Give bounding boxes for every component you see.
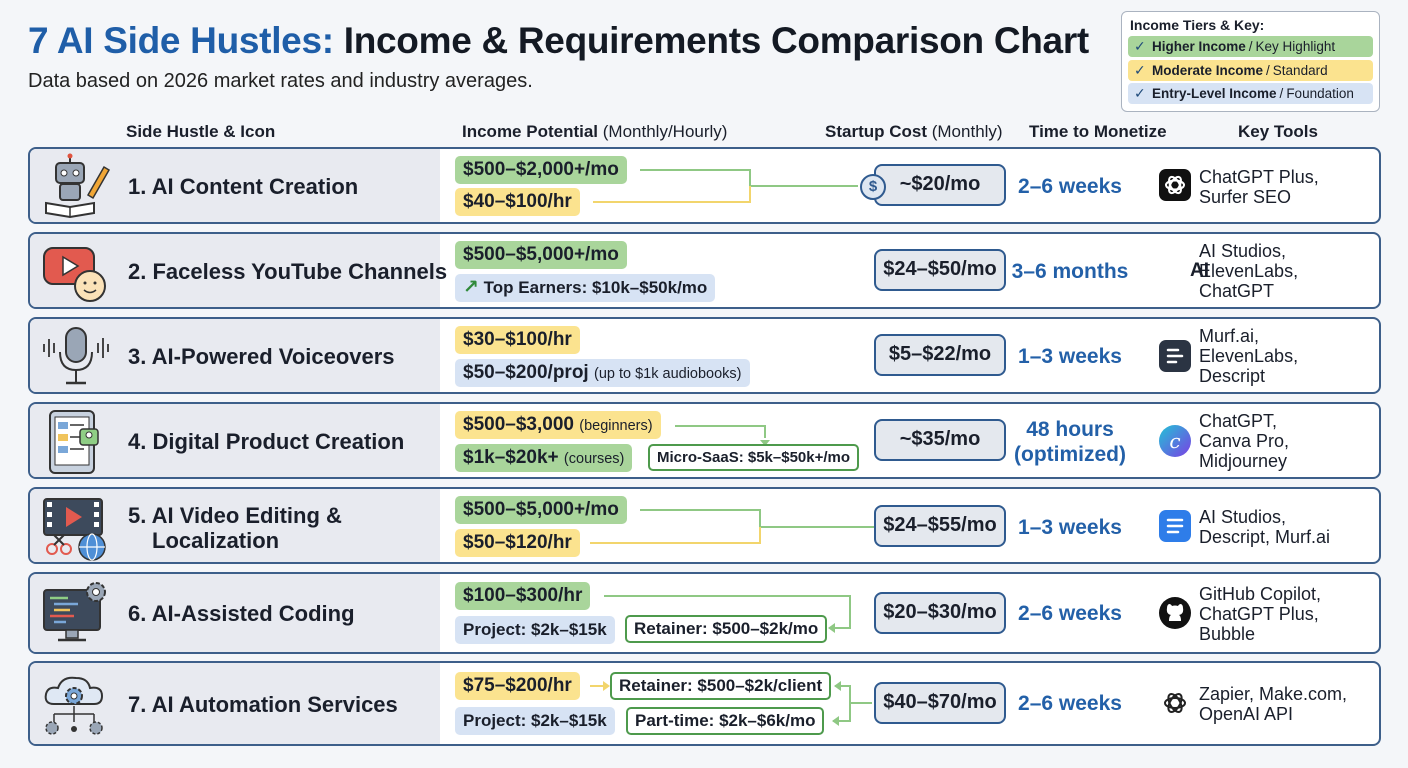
startup-cost: ~$20/mo xyxy=(874,164,1006,206)
key-tools: ChatGPT, Canva Pro, Midjourney xyxy=(1199,411,1290,471)
startup-cost: ~$35/mo xyxy=(874,419,1006,461)
github-icon xyxy=(1159,597,1191,629)
income-pill-moderate: $30–$100/hr xyxy=(455,326,580,354)
key-tools: GitHub Copilot, ChatGPT Plus, Bubble xyxy=(1199,584,1322,644)
legend-item-moderate: ✓ Moderate Income / Standard xyxy=(1128,59,1373,81)
chart-subtitle: Data based on 2026 market rates and indu… xyxy=(28,70,533,92)
header-income: Income Potential (Monthly/Hourly) xyxy=(462,122,728,141)
title-highlight: 7 AI Side Hustles: xyxy=(28,20,334,61)
hustle-name: 7. AI Automation Services xyxy=(128,692,398,717)
tablet-icon xyxy=(49,410,99,474)
hustle-name: 1. AI Content Creation xyxy=(128,174,359,199)
table-row: 1. AI Content Creation xyxy=(28,147,1381,224)
table-row: 4. Digital Product Creation xyxy=(28,402,1381,479)
legend-item-desc: Foundation xyxy=(1286,86,1354,101)
header-hustle: Side Hustle & Icon xyxy=(126,122,276,141)
microphone-icon xyxy=(43,327,109,385)
time-to-monetize: 2–6 weeks xyxy=(1018,692,1122,715)
income-pill-entry: Project: $2k–$15k xyxy=(455,616,615,644)
legend-item-entry: ✓ Entry-Level Income / Foundation xyxy=(1128,83,1373,104)
chatgpt-icon xyxy=(1159,169,1191,201)
time-to-monetize: 2–6 weeks xyxy=(1018,602,1122,625)
key-tools: AI Studios, Descript, Murf.ai xyxy=(1199,507,1331,547)
income-pill-high: $500–$2,000+/mo xyxy=(455,156,627,184)
income-pill-high: $1k–$20k+ (courses) xyxy=(455,444,633,472)
startup-cost: $20–$30/mo xyxy=(874,592,1006,634)
robot-writing-icon xyxy=(45,153,111,219)
legend-item-desc: Key Highlight xyxy=(1255,39,1336,54)
hustle-name: 5. AI Video Editing & Localization xyxy=(128,503,342,553)
hustle-name: 4. Digital Product Creation xyxy=(128,429,405,454)
income-pill-moderate: $50–$120/hr xyxy=(455,529,580,557)
key-tools: ChatGPT Plus, Surfer SEO xyxy=(1199,167,1319,207)
dollar-coin-icon: $ xyxy=(860,174,886,200)
startup-cost: $5–$22/mo xyxy=(874,334,1006,376)
time-to-monetize: 2–6 weeks xyxy=(1018,175,1122,198)
income-pill-moderate: $500–$3,000 (beginners) xyxy=(455,411,661,439)
check-icon: ✓ xyxy=(1134,61,1146,78)
income-pill-moderate: $75–$200/hr xyxy=(455,672,580,700)
check-icon: ✓ xyxy=(1134,38,1146,54)
income-pill-high: $500–$5,000+/mo xyxy=(455,241,627,269)
income-note-box: Part-time: $2k–$6k/mo xyxy=(626,707,825,735)
startup-cost: $24–$55/mo xyxy=(874,505,1006,547)
key-tools: Murf.ai, ElevenLabs, Descript xyxy=(1199,326,1299,386)
income-note-box: Micro-SaaS: $5k–$50k+/mo xyxy=(648,444,860,471)
trend-up-icon: ↗ xyxy=(463,277,479,298)
hustle-name: 3. AI-Powered Voiceovers xyxy=(128,344,395,369)
table-row: 7. AI Automation Services xyxy=(28,661,1381,746)
hustle-name: 6. AI-Assisted Coding xyxy=(128,601,355,626)
chart-title: 7 AI Side Hustles: Income & Requirements… xyxy=(28,20,1089,62)
title-main: Income & Requirements Comparison Chart xyxy=(343,20,1089,61)
video-editing-icon xyxy=(43,498,106,561)
startup-cost: $40–$70/mo xyxy=(874,682,1006,724)
income-pill-high: $100–$300/hr xyxy=(455,582,591,610)
header-time: Time to Monetize xyxy=(1029,122,1167,141)
cloud-automation-icon xyxy=(44,676,104,735)
openai-icon xyxy=(1164,692,1186,714)
legend-title: Income Tiers & Key: xyxy=(1130,17,1265,33)
legend-item-label: Higher Income xyxy=(1152,39,1246,54)
time-to-monetize: 3–6 months xyxy=(1011,260,1129,283)
hustle-name: 2. Faceless YouTube Channels xyxy=(128,259,448,284)
table-row: 5. AI Video Editing & Localization xyxy=(28,487,1381,564)
time-to-monetize: 1–3 weeks xyxy=(1018,516,1122,539)
income-note-box: Retainer: $500–$2k/mo xyxy=(625,615,828,643)
income-pill-entry: $50–$200/proj (up to $1k audiobooks) xyxy=(455,359,750,387)
key-tools: AI Studios, ElevenLabs, ChatGPT xyxy=(1199,241,1299,301)
code-monitor-icon xyxy=(43,582,106,642)
canva-icon: c xyxy=(1159,425,1191,457)
descript-icon xyxy=(1159,510,1191,542)
murf-icon xyxy=(1159,340,1191,372)
income-pill-entry: ↗ Top Earners: $10k–$50k/mo xyxy=(455,274,716,302)
legend-item-label: Moderate Income xyxy=(1152,62,1264,78)
youtube-icon xyxy=(43,247,106,302)
income-pill-high: $500–$5,000+/mo xyxy=(455,496,627,524)
ai-studios-icon: AI xyxy=(1190,260,1209,281)
table-row: 3. AI-Powered Voiceovers xyxy=(28,317,1381,394)
startup-cost: $24–$50/mo xyxy=(874,249,1006,291)
name-cell xyxy=(30,319,440,392)
legend-item-higher: ✓ Higher Income / Key Highlight xyxy=(1128,36,1373,57)
header-cost: Startup Cost (Monthly) xyxy=(825,122,1003,141)
time-to-monetize: 1–3 weeks xyxy=(1018,345,1122,368)
legend-item-label: Entry-Level Income xyxy=(1152,86,1277,101)
income-pill-entry: Project: $2k–$15k xyxy=(455,707,615,735)
income-note-box: Retainer: $500–$2k/client xyxy=(610,672,832,700)
check-icon: ✓ xyxy=(1134,85,1146,101)
key-tools: Zapier, Make.com, OpenAI API xyxy=(1199,684,1348,724)
legend-item-desc: Standard xyxy=(1272,62,1328,78)
legend: Income Tiers & Key: ✓ Higher Income / Key H… xyxy=(1121,11,1380,112)
header-tools: Key Tools xyxy=(1238,122,1318,141)
income-pill-moderate: $40–$100/hr xyxy=(455,188,580,216)
svg-text:c: c xyxy=(1169,429,1180,453)
time-to-monetize: 48 hours (optimized) xyxy=(1014,418,1126,466)
